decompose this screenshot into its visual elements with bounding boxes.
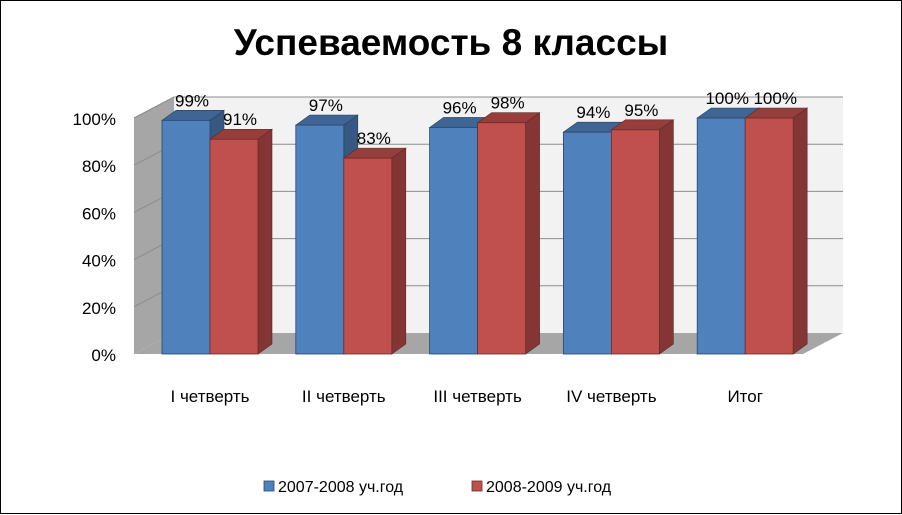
- data-label: 94%: [576, 103, 610, 122]
- bar-front-face: [477, 122, 527, 355]
- y-tick-label: 0%: [91, 346, 116, 365]
- gridline-side: [133, 96, 175, 119]
- bar-front-face: [696, 117, 746, 355]
- data-label: 96%: [443, 98, 477, 117]
- y-tick-label: 40%: [82, 252, 116, 271]
- y-tick-label: 100%: [73, 110, 116, 129]
- y-tick-label: 20%: [82, 299, 116, 318]
- category-label: I четверть: [171, 387, 250, 406]
- category-labels: I четверть II четверть III четверть IV четв…: [171, 387, 763, 406]
- data-labels: 99% 91% 97% 83% 96% 98% 94% 95% 100% 100%: [175, 89, 797, 148]
- bar-side-face: [792, 107, 808, 355]
- legend-item-1: 2007-2008 уч.год: [263, 479, 404, 496]
- bar-front-face: [295, 124, 345, 355]
- y-axis-ticks: 0% 20% 40% 60% 80% 100%: [73, 110, 116, 365]
- y-tick-label: 60%: [82, 204, 116, 223]
- data-label: 83%: [357, 129, 391, 148]
- bar-front-face: [161, 119, 211, 355]
- data-label: 97%: [309, 96, 343, 115]
- data-label: 100%: [705, 89, 748, 108]
- legend: 2007-2008 уч.год 2008-2009 уч.год: [263, 479, 612, 496]
- y-tick-label: 80%: [82, 157, 116, 176]
- bar-front-face: [744, 117, 794, 355]
- bar-side-face: [391, 147, 407, 355]
- data-label: 100%: [753, 89, 796, 108]
- data-label: 91%: [223, 110, 257, 129]
- legend-item-2: 2008-2009 уч.год: [471, 479, 612, 496]
- data-label: 98%: [491, 94, 525, 113]
- bar-2: [209, 128, 273, 355]
- chart-title: Успеваемость 8 классы: [234, 22, 669, 63]
- bar-2: [342, 147, 407, 355]
- category-label: III четверть: [433, 387, 522, 406]
- category-label: II четверть: [302, 387, 386, 406]
- bar-front-face: [209, 138, 259, 355]
- legend-label: 2008-2009 уч.год: [486, 479, 612, 496]
- bar-side-face: [257, 128, 273, 355]
- bar-front-face: [611, 129, 660, 355]
- bar-2: [744, 107, 809, 355]
- category-label: IV четверть: [566, 387, 656, 406]
- bar-2: [610, 119, 675, 355]
- bar-side-face: [659, 119, 674, 355]
- category-label: Итог: [727, 387, 762, 406]
- legend-swatch: [263, 480, 275, 492]
- bar-2: [476, 112, 541, 355]
- data-label: 99%: [175, 91, 209, 110]
- legend-swatch: [471, 480, 483, 492]
- legend-label: 2007-2008 уч.год: [278, 479, 404, 496]
- bars: [161, 107, 809, 355]
- data-label: 95%: [624, 101, 658, 120]
- bar-side-face: [525, 112, 540, 355]
- bar-front-face: [343, 157, 393, 355]
- bar-front-face: [563, 131, 612, 355]
- bar-front-face: [429, 127, 479, 355]
